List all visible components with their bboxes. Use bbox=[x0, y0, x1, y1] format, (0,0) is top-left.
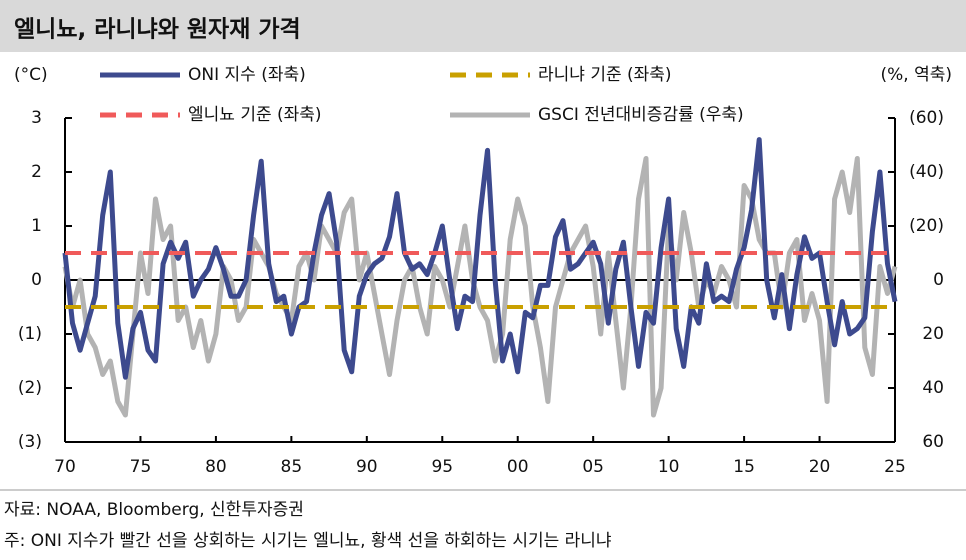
x-tick-label: 20 bbox=[809, 457, 831, 477]
y2-tick-label: (60) bbox=[909, 108, 944, 128]
x-tick-label: 75 bbox=[130, 457, 152, 477]
x-tick-label: 15 bbox=[733, 457, 755, 477]
x-tick-label: 95 bbox=[431, 457, 453, 477]
series-line bbox=[62, 156, 898, 418]
x-tick-label: 25 bbox=[884, 457, 906, 477]
x-tick-label: 05 bbox=[582, 457, 604, 477]
title-bar bbox=[0, 0, 966, 52]
y-tick-label: 3 bbox=[31, 108, 42, 128]
y-tick-label: (2) bbox=[18, 378, 42, 398]
y-tick-label: (1) bbox=[18, 324, 42, 344]
series-line bbox=[62, 137, 898, 380]
y2-tick-label: 60 bbox=[922, 432, 944, 452]
x-tick-label: 90 bbox=[356, 457, 378, 477]
y2-axis-label: (%, 역축) bbox=[880, 65, 952, 85]
y2-tick-label: (20) bbox=[909, 216, 944, 236]
y2-tick-label: 0 bbox=[933, 270, 944, 290]
y-axis-label: (°C) bbox=[14, 65, 48, 85]
y-tick-label: 1 bbox=[31, 216, 42, 236]
x-tick-label: 10 bbox=[658, 457, 680, 477]
x-tick-label: 70 bbox=[54, 457, 76, 477]
legend-label: GSCI 전년대비증감률 (우축) bbox=[538, 105, 744, 125]
source: 자료: NOAA, Bloomberg, 신한투자증권 bbox=[4, 500, 304, 520]
chart-title: 엘니뇨, 라니냐와 원자재 가격 bbox=[14, 17, 301, 43]
x-tick-label: 85 bbox=[281, 457, 303, 477]
x-tick-label: 00 bbox=[507, 457, 529, 477]
y-tick-label: (3) bbox=[18, 432, 42, 452]
legend-label: ONI 지수 (좌축) bbox=[188, 65, 306, 85]
y2-tick-label: 40 bbox=[922, 378, 944, 398]
y-tick-label: 2 bbox=[31, 162, 42, 182]
x-tick-label: 80 bbox=[205, 457, 227, 477]
legend-label: 라니냐 기준 (좌축) bbox=[538, 65, 672, 85]
y2-tick-label: 20 bbox=[922, 324, 944, 344]
note: 주: ONI 지수가 빨간 선을 상회하는 시기는 엘니뇨, 황색 선을 하회하… bbox=[4, 531, 612, 551]
legend-label: 엘니뇨 기준 (좌축) bbox=[188, 105, 322, 125]
y2-tick-label: (40) bbox=[909, 162, 944, 182]
y-tick-label: 0 bbox=[31, 270, 42, 290]
